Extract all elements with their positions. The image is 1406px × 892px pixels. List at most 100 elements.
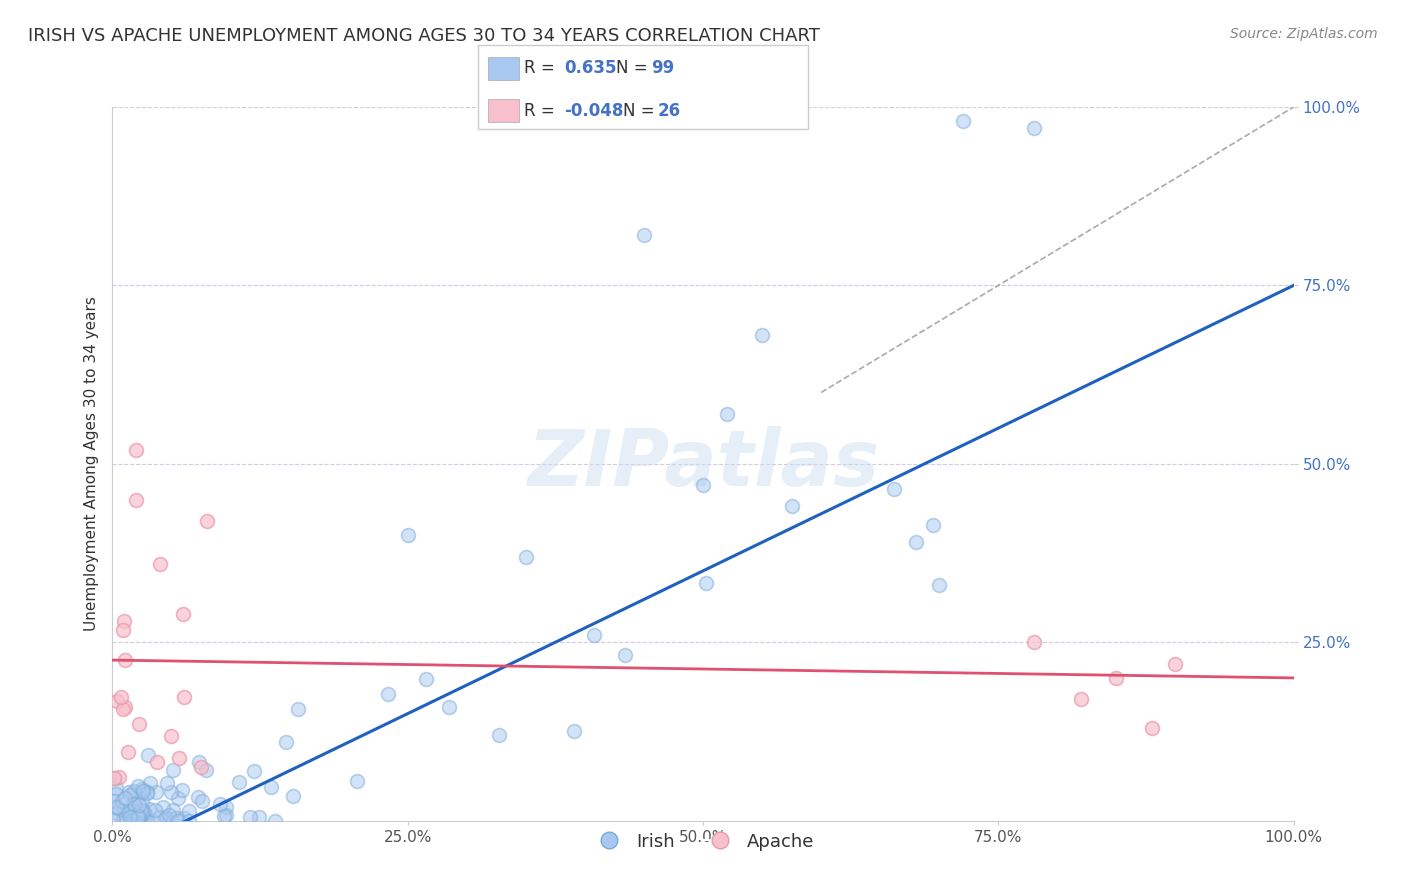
Point	[131, 782, 153, 797]
Point	[134, 807, 156, 822]
Point	[187, 756, 209, 770]
Point	[214, 809, 236, 823]
Point	[173, 811, 195, 825]
Point	[143, 803, 166, 817]
Point	[127, 811, 149, 825]
Point	[132, 804, 155, 818]
Point	[415, 672, 437, 686]
Point	[131, 794, 153, 808]
Point	[108, 802, 131, 816]
Point	[127, 779, 149, 793]
Point	[172, 607, 194, 621]
Point	[136, 787, 159, 801]
Point	[103, 772, 125, 786]
Point	[249, 810, 271, 824]
Point	[159, 729, 181, 743]
Point	[187, 790, 209, 805]
Point	[136, 785, 159, 799]
Point	[142, 814, 165, 828]
Point	[287, 702, 309, 716]
Point	[160, 785, 183, 799]
Point	[162, 803, 184, 817]
Point	[613, 648, 636, 662]
Point	[155, 810, 177, 824]
Text: R =: R =	[524, 102, 561, 120]
Point	[437, 699, 460, 714]
Point	[190, 794, 212, 808]
Point	[139, 776, 162, 790]
Text: 26: 26	[658, 102, 681, 120]
Point	[238, 810, 260, 824]
Point	[562, 723, 585, 738]
Point	[1070, 692, 1092, 706]
Point	[114, 791, 136, 805]
Point	[167, 791, 190, 805]
Point	[128, 798, 150, 813]
Point	[928, 578, 950, 592]
Point	[922, 517, 945, 532]
Point	[101, 813, 124, 827]
Point	[194, 763, 217, 777]
Point	[165, 811, 187, 825]
Point	[169, 750, 191, 764]
Point	[117, 804, 139, 818]
Point	[582, 628, 605, 642]
Point	[138, 802, 160, 816]
Point	[105, 780, 128, 795]
Point	[377, 688, 399, 702]
Point	[110, 690, 132, 704]
Point	[751, 328, 773, 343]
Point	[695, 576, 717, 591]
Text: 0.635: 0.635	[564, 60, 616, 78]
Point	[124, 797, 146, 811]
Point	[146, 755, 169, 769]
Point	[153, 811, 176, 825]
Text: R =: R =	[524, 60, 561, 78]
Point	[346, 773, 368, 788]
Point	[883, 482, 905, 496]
Point	[215, 808, 238, 822]
Point	[105, 806, 128, 821]
Point	[105, 694, 128, 708]
Point	[195, 514, 218, 528]
Point	[134, 805, 156, 820]
Point	[111, 623, 134, 637]
Point	[396, 528, 419, 542]
Point	[117, 745, 139, 759]
Point	[276, 735, 298, 749]
Point	[114, 813, 136, 827]
Point	[716, 407, 738, 421]
Point	[952, 114, 974, 128]
Point	[136, 747, 159, 762]
Point	[170, 783, 193, 797]
Text: -0.048: -0.048	[564, 102, 623, 120]
Point	[166, 814, 188, 828]
Point	[125, 442, 148, 457]
Point	[112, 701, 135, 715]
Point	[152, 799, 174, 814]
Text: ZIPatlas: ZIPatlas	[527, 425, 879, 502]
Point	[114, 653, 136, 667]
Point	[281, 789, 304, 804]
Text: Source: ZipAtlas.com: Source: ZipAtlas.com	[1230, 27, 1378, 41]
Point	[103, 794, 125, 808]
Point	[134, 811, 156, 825]
Point	[243, 764, 266, 778]
Point	[122, 797, 145, 812]
Point	[120, 788, 142, 802]
Point	[179, 804, 201, 818]
Y-axis label: Unemployment Among Ages 30 to 34 years: Unemployment Among Ages 30 to 34 years	[83, 296, 98, 632]
Point	[149, 810, 172, 824]
Text: IRISH VS APACHE UNEMPLOYMENT AMONG AGES 30 TO 34 YEARS CORRELATION CHART: IRISH VS APACHE UNEMPLOYMENT AMONG AGES …	[28, 27, 820, 45]
Point	[125, 492, 148, 507]
Point	[1105, 671, 1128, 685]
Legend: Irish, Apache: Irish, Apache	[583, 826, 823, 858]
Point	[488, 729, 510, 743]
Point	[129, 787, 152, 801]
Point	[129, 803, 152, 817]
Point	[112, 614, 135, 628]
Point	[117, 785, 139, 799]
Point	[1022, 121, 1045, 136]
Point	[131, 784, 153, 798]
Point	[118, 810, 141, 824]
